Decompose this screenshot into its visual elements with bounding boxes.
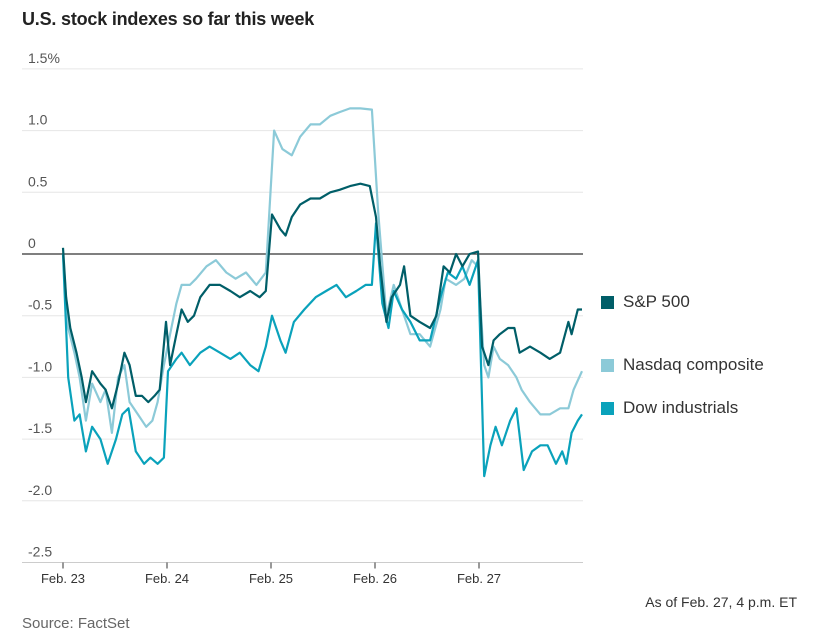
y-tick-label: 0 [28,235,36,251]
legend-item: S&P 500 [601,292,690,312]
legend-swatch [601,358,614,372]
as-of-note: As of Feb. 27, 4 p.m. ET [645,594,797,610]
x-tick-label: Feb. 23 [41,571,85,586]
y-tick-label: 1.5% [28,50,60,66]
y-tick-label: -2.0 [28,482,52,498]
x-tick-label: Feb. 25 [249,571,293,586]
legend-item: Dow industrials [601,398,738,418]
y-tick-label: -2.5 [28,544,52,560]
y-tick-label: -1.5 [28,420,52,436]
legend-swatch [601,295,614,309]
x-tick-label: Feb. 24 [145,571,189,586]
legend-label: Nasdaq composite [623,355,764,374]
series-line-nasdaq-composite [61,107,584,434]
y-tick-label: 0.5 [28,173,48,189]
chart-title: U.S. stock indexes so far this week [22,9,315,29]
y-tick-label: 1.0 [28,112,48,128]
x-tick-label: Feb. 27 [457,571,501,586]
series-line-dow-industrials [61,222,583,478]
x-tick-label: Feb. 26 [353,571,397,586]
series-line-s-p-500 [61,182,582,410]
legend-swatch [601,401,614,415]
legend-label: S&P 500 [623,292,690,311]
source-note: Source: FactSet [22,615,130,632]
y-tick-label: -0.5 [28,297,52,313]
legend-label: Dow industrials [623,398,739,417]
legend-item: Nasdaq composite [601,355,764,375]
y-tick-label: -1.0 [28,358,52,374]
